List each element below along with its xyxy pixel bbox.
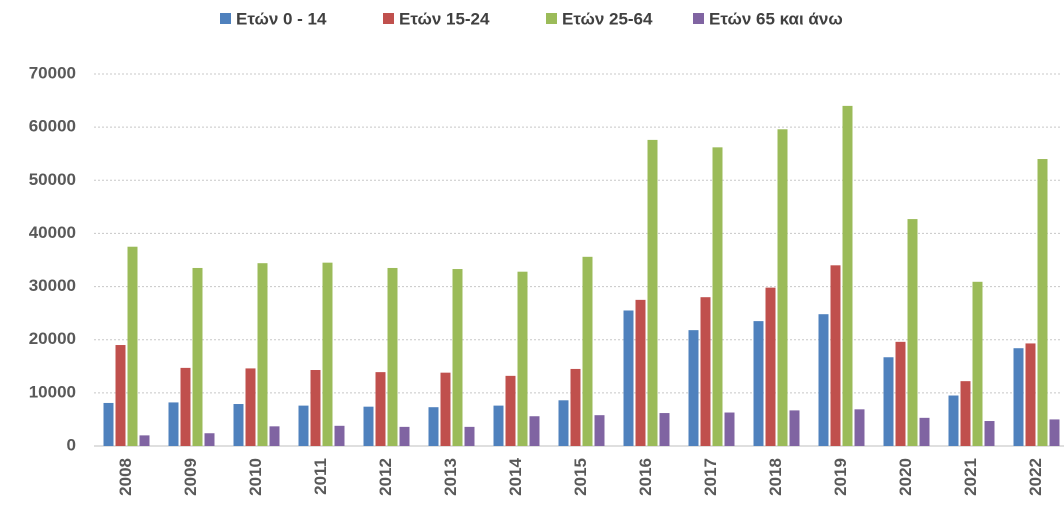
x-tick-label: 2016 (636, 458, 655, 496)
legend-label: Ετών 25-64 (562, 9, 653, 28)
x-tick-label: 2020 (896, 458, 915, 496)
bar (777, 129, 788, 447)
bar (245, 368, 256, 446)
x-tick-label: 2014 (506, 457, 525, 495)
y-tick-label: 10000 (29, 382, 76, 401)
bar (192, 267, 203, 446)
bar (830, 265, 841, 446)
bar (428, 407, 439, 446)
bar (659, 413, 670, 446)
bar (440, 372, 451, 446)
bar (907, 219, 918, 446)
bar (387, 267, 398, 446)
bar (594, 415, 605, 446)
bar (1049, 419, 1060, 446)
bar (493, 405, 504, 446)
bar (919, 417, 930, 446)
y-tick-label: 30000 (29, 276, 76, 295)
bar (842, 105, 853, 446)
bar (298, 405, 309, 446)
bar (103, 402, 114, 446)
y-tick-label: 20000 (29, 329, 76, 348)
legend-label: Ετών 15-24 (399, 9, 490, 28)
bar (895, 341, 906, 446)
bar (570, 368, 581, 446)
x-tick-label: 2021 (961, 458, 980, 496)
bar (635, 299, 646, 446)
bar (712, 147, 723, 446)
bar (623, 310, 634, 446)
bar (789, 410, 800, 446)
x-tick-label: 2009 (181, 458, 200, 496)
bar (818, 314, 829, 446)
legend-swatch (220, 13, 231, 24)
bar (375, 372, 386, 446)
bar (180, 367, 191, 446)
x-tick-label: 2012 (376, 458, 395, 496)
bar (517, 271, 528, 446)
bar (582, 256, 593, 446)
bar (464, 426, 475, 446)
bar (257, 263, 268, 446)
x-tick-label: 2011 (311, 458, 330, 495)
bar (700, 297, 711, 446)
bar (960, 381, 971, 446)
bar (558, 400, 569, 446)
x-tick-label: 2018 (766, 458, 785, 496)
bar (452, 269, 463, 446)
bar (753, 321, 764, 446)
x-tick-label: 2019 (831, 458, 850, 496)
bar (505, 375, 516, 446)
x-tick-label: 2017 (701, 458, 720, 496)
bar (948, 395, 959, 446)
legend-swatch (546, 13, 557, 24)
x-tick-label: 2013 (441, 458, 460, 496)
x-tick-label: 2015 (571, 458, 590, 496)
bar (1037, 159, 1048, 446)
bar (363, 406, 374, 446)
y-tick-label: 40000 (29, 223, 76, 242)
bar (1025, 343, 1036, 446)
bar (765, 287, 776, 446)
bar (972, 281, 983, 446)
bar (204, 433, 215, 446)
bar (688, 330, 699, 446)
bar (854, 409, 865, 446)
x-tick-label: 2022 (1026, 458, 1045, 496)
bar (399, 426, 410, 446)
y-tick-label: 50000 (29, 170, 76, 189)
bar (724, 412, 735, 446)
bar (529, 416, 540, 446)
bar (1013, 348, 1024, 446)
y-tick-label: 60000 (29, 117, 76, 136)
bar (647, 139, 658, 446)
legend-swatch (693, 13, 704, 24)
bar (269, 426, 280, 446)
bar (334, 425, 345, 446)
bar (883, 357, 894, 446)
bar (322, 262, 333, 446)
x-tick-label: 2008 (116, 458, 135, 496)
bar (984, 421, 995, 446)
bar (127, 246, 138, 446)
y-tick-label: 0 (67, 435, 76, 454)
bar (115, 345, 126, 446)
bar (168, 402, 179, 446)
bar (233, 404, 244, 446)
y-tick-label: 70000 (29, 63, 76, 82)
x-tick-label: 2010 (246, 458, 265, 496)
legend-label: Ετών 65 και άνω (709, 9, 843, 28)
legend-label: Ετών 0 - 14 (236, 9, 327, 28)
bar (139, 435, 150, 446)
bar (310, 370, 321, 446)
legend-swatch (383, 13, 394, 24)
